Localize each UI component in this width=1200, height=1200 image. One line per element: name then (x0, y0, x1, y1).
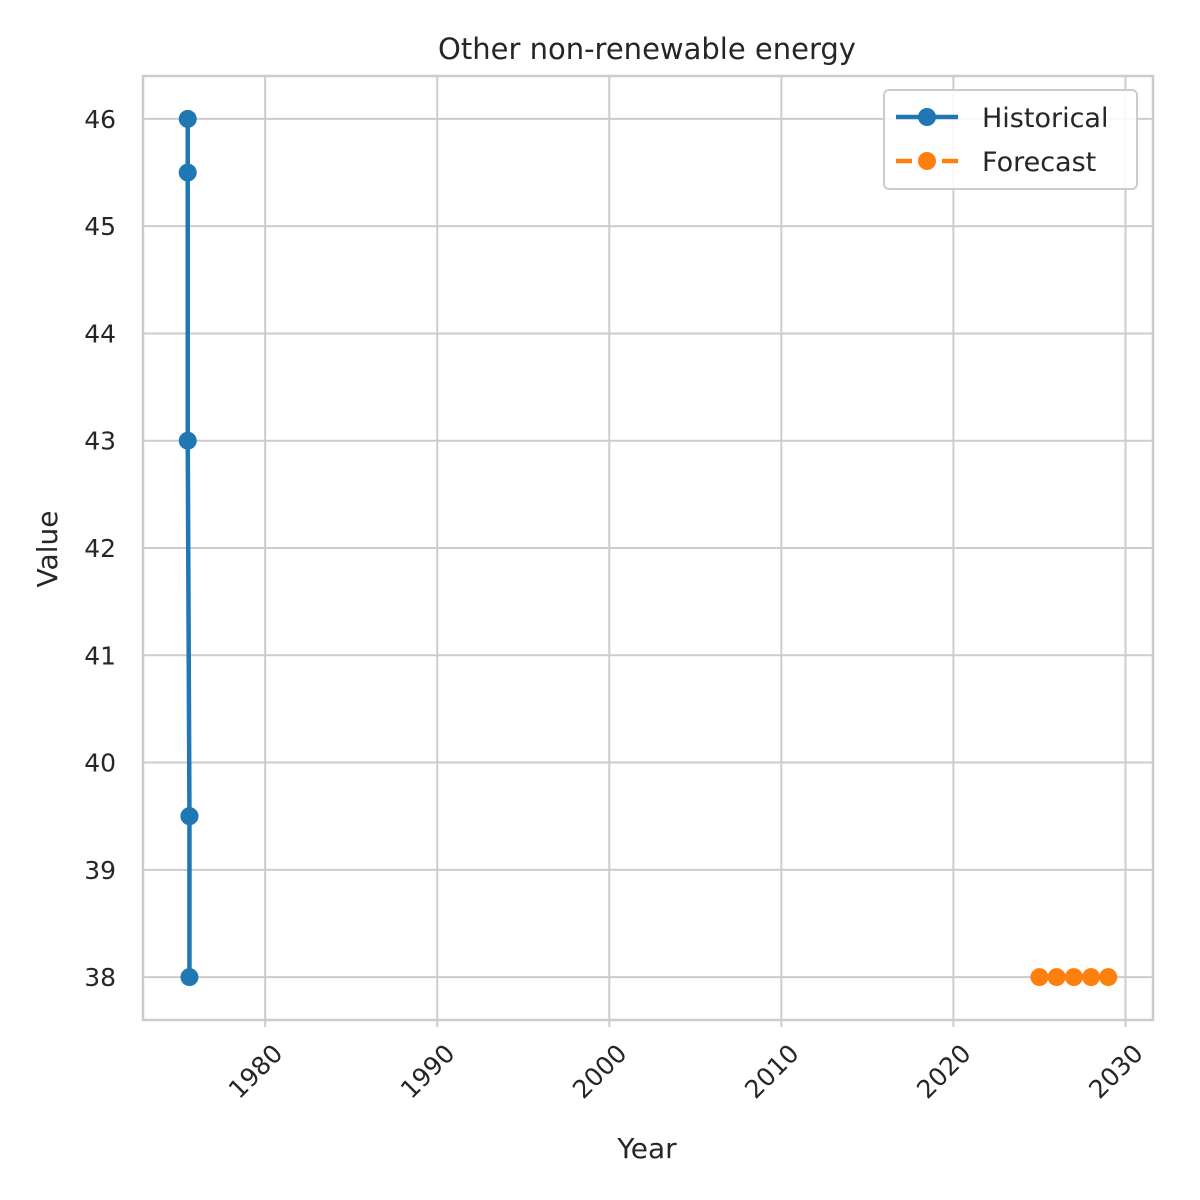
y-tick-label: 44 (84, 319, 116, 348)
y-axis-label: Value (31, 511, 64, 588)
chart-title: Other non-renewable energy (438, 32, 856, 66)
series-layer (178, 109, 1118, 987)
legend-label-forecast: Forecast (982, 147, 1096, 178)
data-point-historical (178, 109, 197, 128)
legend-marker-historical (918, 108, 936, 126)
y-tick-label: 41 (84, 641, 116, 670)
y-tick-label: 46 (84, 105, 116, 134)
series-line-historical (185, 118, 192, 978)
y-tick-label: 39 (84, 856, 116, 885)
grid (143, 76, 1153, 1020)
plot-frame (141, 74, 1155, 1022)
data-point-forecast (1064, 968, 1083, 987)
data-point-historical (180, 807, 199, 826)
data-point-forecast (1030, 968, 1049, 987)
data-point-forecast (1047, 968, 1066, 987)
legend-marker-forecast (918, 152, 936, 170)
y-tick-label: 45 (84, 212, 116, 241)
data-point-historical (178, 163, 197, 182)
legend: Historical Forecast (883, 89, 1138, 190)
data-point-historical (178, 431, 197, 450)
y-tick-label: 42 (84, 534, 116, 563)
y-tick-label: 38 (84, 963, 116, 992)
data-point-forecast (1082, 968, 1101, 987)
legend-label-historical: Historical (982, 103, 1108, 134)
y-tick-label: 43 (84, 427, 116, 456)
data-point-historical (180, 968, 199, 987)
data-point-forecast (1099, 968, 1118, 987)
y-tick-label: 40 (84, 749, 116, 778)
x-axis-label: Year (616, 1132, 677, 1165)
